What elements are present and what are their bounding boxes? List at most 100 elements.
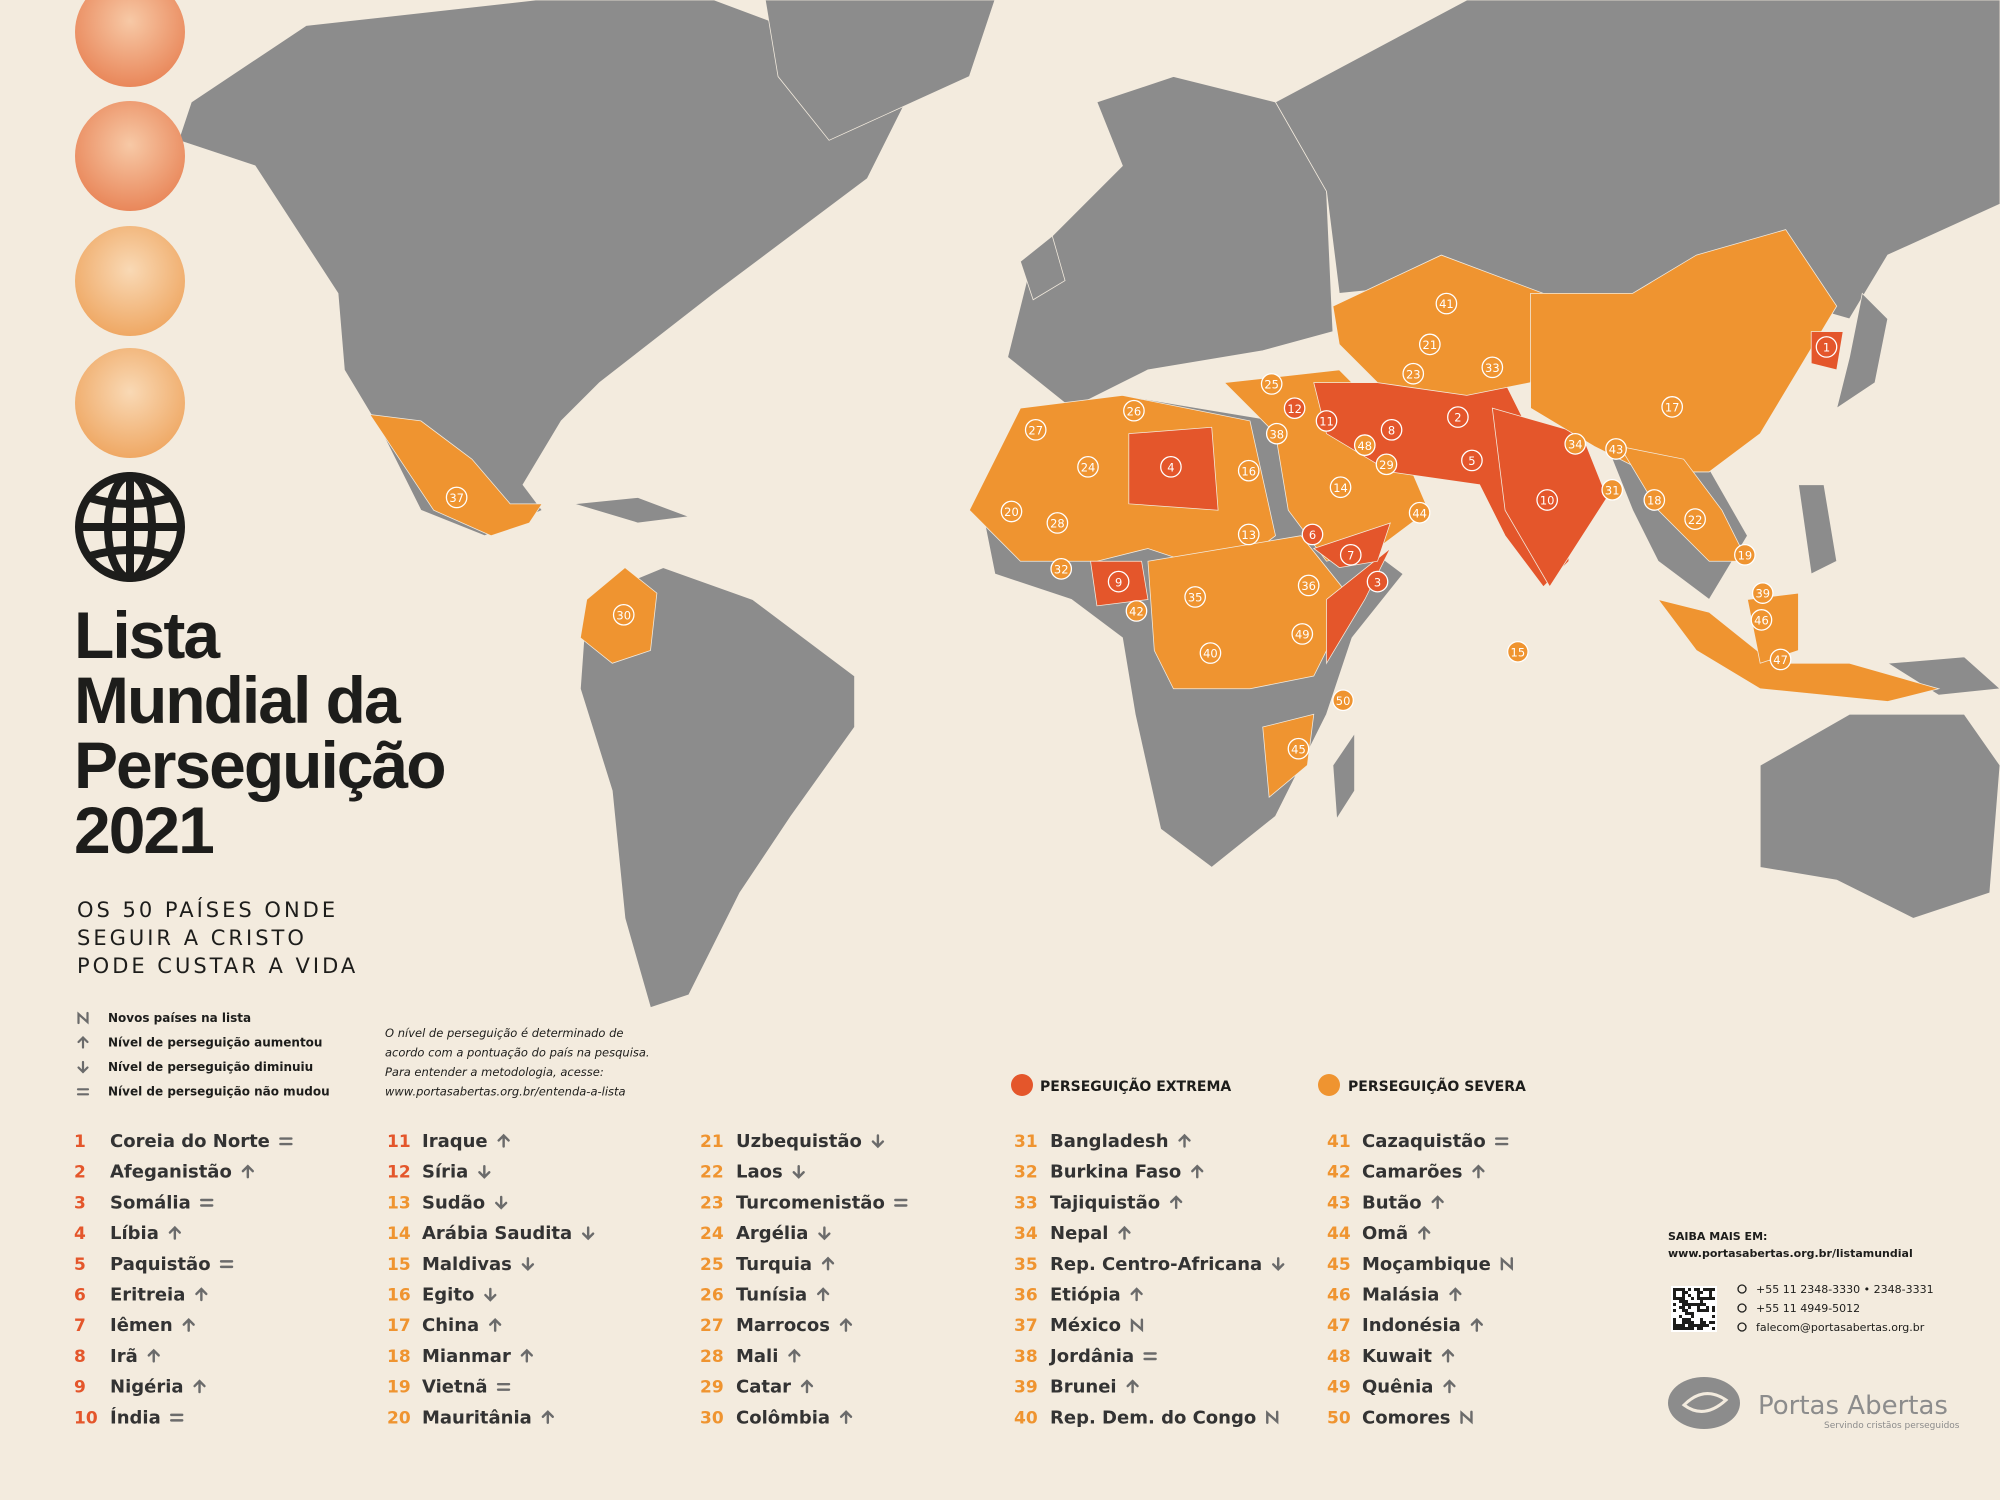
country-name: Nepal — [1050, 1223, 1108, 1244]
rank: 19 — [387, 1378, 411, 1398]
trend-icon-same — [219, 1260, 234, 1269]
map-marker-label: 10 — [1540, 494, 1555, 508]
country-name: China — [422, 1315, 479, 1336]
map-marker-label: 2 — [1454, 411, 1461, 425]
map-marker — [1024, 419, 1047, 441]
country-name: Paquistão — [110, 1254, 211, 1275]
trend-icon-shape — [1470, 1317, 1483, 1332]
map-marker-label: 19 — [1738, 548, 1753, 562]
qr-cell — [1685, 1300, 1688, 1303]
qr-cell — [1706, 1288, 1709, 1291]
map-marker — [1447, 406, 1469, 428]
map-marker — [1107, 570, 1130, 593]
trend-icon-same — [76, 1088, 90, 1096]
map-marker-label: 26 — [1127, 404, 1142, 418]
qr-cell — [1703, 1321, 1706, 1324]
map-marker — [1507, 640, 1529, 663]
map-marker — [1601, 478, 1624, 501]
note: O nível de perseguição é determinado de — [385, 1026, 624, 1040]
trend-icon-shape — [521, 1257, 535, 1272]
philippines — [1798, 484, 1838, 575]
contact-url: www.portasabertas.org.br/listamundial — [1668, 1247, 1913, 1260]
qr-cell — [1685, 1321, 1688, 1324]
country-name: Turcomenistão — [736, 1192, 885, 1213]
trend-icon-up — [1443, 1379, 1456, 1394]
trend-icon-shape — [496, 1382, 511, 1391]
qr-cell — [1685, 1291, 1688, 1294]
country-name: Tajiquistão — [1050, 1192, 1160, 1213]
trend-icon-shape — [76, 1088, 90, 1096]
qr-cell — [1688, 1303, 1691, 1306]
rank: 40 — [1014, 1408, 1038, 1428]
trend-icon-up — [1169, 1195, 1183, 1210]
country-name: Butão — [1362, 1192, 1422, 1213]
rank: 2 — [74, 1163, 86, 1183]
trend-icon-up — [1178, 1133, 1191, 1148]
map-marker-label: 29 — [1379, 458, 1394, 472]
trend-icon-shape — [839, 1317, 853, 1332]
rank: 44 — [1327, 1224, 1351, 1244]
qr-cell — [1673, 1324, 1676, 1327]
qr-cell — [1703, 1303, 1706, 1306]
map-marker — [1661, 396, 1684, 418]
map-marker-label: 22 — [1688, 513, 1703, 527]
map-marker-label: 46 — [1754, 614, 1769, 628]
rank: 45 — [1327, 1255, 1351, 1275]
country-name: Bangladesh — [1050, 1131, 1169, 1152]
map-marker — [1237, 523, 1260, 546]
qr-cell — [1691, 1303, 1694, 1306]
rank: 11 — [387, 1132, 411, 1152]
map-marker — [1684, 508, 1706, 530]
trend-icon-same — [1494, 1137, 1509, 1146]
rank: 18 — [387, 1347, 411, 1367]
trend-icon-shape — [170, 1413, 184, 1422]
map-marker-label: 50 — [1336, 694, 1351, 708]
rank: 9 — [74, 1378, 86, 1398]
title: Lista — [74, 598, 221, 672]
rank: 36 — [1014, 1286, 1038, 1306]
australia — [1759, 713, 2000, 919]
globe-icon — [75, 472, 185, 582]
map-marker — [1332, 689, 1354, 712]
trend-icon-shape — [147, 1348, 160, 1363]
trend-icon-up — [1472, 1164, 1485, 1179]
map-marker-label: 8 — [1388, 423, 1395, 437]
note: Para entender a metodologia, acesse: — [385, 1065, 604, 1079]
trend-icon-shape — [871, 1134, 885, 1149]
trend-icon-up — [1130, 1287, 1143, 1302]
map-marker — [1605, 438, 1627, 460]
map-marker — [1564, 433, 1587, 455]
rank: 49 — [1327, 1378, 1351, 1398]
trend-icon-down — [871, 1134, 885, 1149]
map-marker — [1339, 544, 1362, 566]
trend-icon-same — [279, 1137, 293, 1146]
qr-cell — [1709, 1297, 1712, 1300]
trend-icon-up — [77, 1035, 89, 1049]
map-marker-label: 7 — [1347, 548, 1354, 562]
country-name: Malásia — [1362, 1285, 1439, 1306]
portrait — [75, 348, 185, 458]
trend-icon-shape — [1441, 1348, 1455, 1363]
trend-icon-shape — [1130, 1318, 1144, 1333]
rank: 10 — [74, 1408, 98, 1428]
trend-icon-shape — [1449, 1287, 1462, 1302]
country-name: Burkina Faso — [1050, 1162, 1181, 1183]
map-marker-label: 35 — [1188, 591, 1203, 605]
map-marker-label: 42 — [1129, 605, 1144, 619]
trend-icon-up — [193, 1379, 206, 1394]
contact-whatsapp: +55 11 4949-5012 — [1756, 1302, 1860, 1315]
map-marker-label: 39 — [1755, 587, 1770, 601]
trend-icon-shape — [193, 1379, 206, 1394]
map-marker — [1287, 737, 1310, 760]
trend-icon-new — [1500, 1256, 1513, 1271]
qr-cell — [1700, 1321, 1703, 1324]
trend-icon-shape — [279, 1137, 293, 1146]
qr-cell — [1712, 1315, 1715, 1318]
trend-icon-up — [497, 1133, 510, 1148]
rank: 23 — [700, 1193, 724, 1213]
trend-icon-shape — [800, 1379, 814, 1394]
trend-icon-shape — [1431, 1195, 1444, 1210]
trend-icon-down — [792, 1164, 805, 1179]
country-name: Etiópia — [1050, 1285, 1121, 1306]
